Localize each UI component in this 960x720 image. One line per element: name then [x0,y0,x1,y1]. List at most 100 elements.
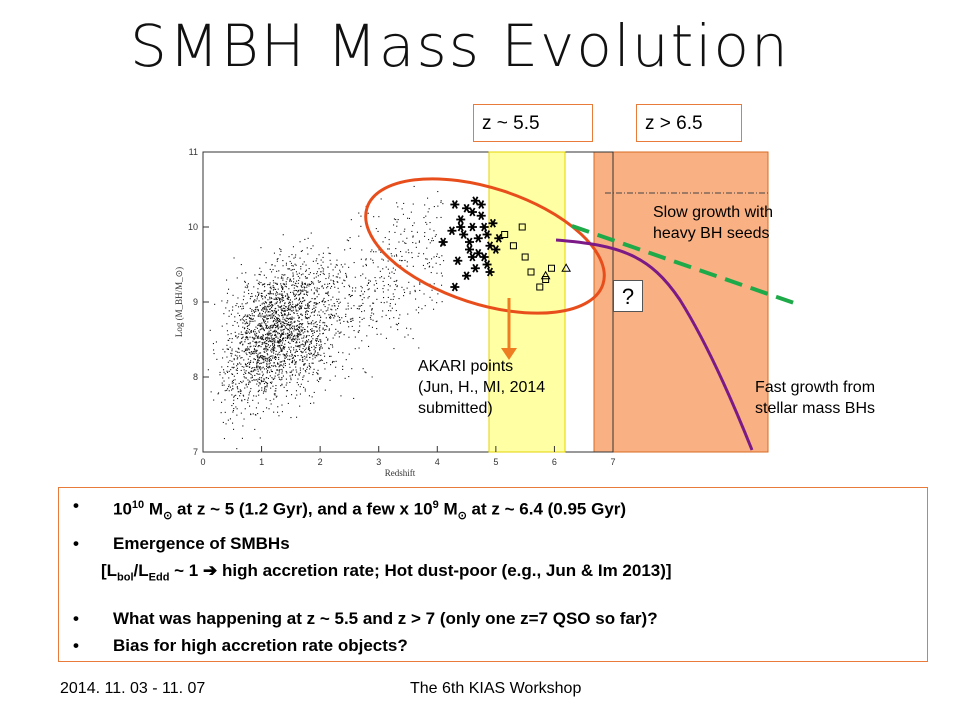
scatter-dot [332,269,334,271]
scatter-dot [302,297,304,299]
scatter-dot [275,295,277,297]
scatter-dot [271,351,273,353]
scatter-dot [248,382,250,384]
scatter-dot [277,321,279,323]
scatter-dot [287,268,289,270]
x-tick-label: 3 [376,457,381,467]
scatter-dot [332,280,334,282]
scatter-dot [296,345,298,347]
scatter-dot [236,322,238,324]
scatter-dot [271,365,273,367]
scatter-dot [404,336,406,338]
scatter-dot [258,323,260,325]
scatter-dot [254,320,256,322]
scatter-dot [288,355,290,357]
scatter-dot [294,335,296,337]
scatter-dot [300,292,302,294]
scatter-dot [245,377,247,379]
scatter-dot [271,298,273,300]
scatter-dot [246,326,248,328]
scatter-dot [261,328,263,330]
scatter-dot [302,301,304,303]
scatter-dot [295,289,297,291]
scatter-dot [250,318,252,320]
scatter-dot [278,332,280,334]
scatter-dot [226,370,228,372]
scatter-dot [368,282,370,284]
scatter-dot [281,294,283,296]
scatter-dot [270,403,272,405]
scatter-dot [277,411,279,413]
scatter-dot [304,343,306,345]
scatter-dot [286,298,288,300]
scatter-dot [406,327,408,329]
scatter-dot [253,370,255,372]
scatter-dot [281,377,283,379]
scatter-dot [285,355,287,357]
scatter-dot [298,330,300,332]
scatter-dot [404,291,406,293]
scatter-dot [336,298,338,300]
scatter-dot [287,402,289,404]
scatter-dot [291,322,293,324]
scatter-dot [273,398,275,400]
scatter-dot [254,337,256,339]
scatter-dot [239,389,241,391]
scatter-dot [257,337,259,339]
scatter-dot [328,295,330,297]
scatter-dot [327,300,329,302]
scatter-dot [322,311,324,313]
scatter-dot [433,206,435,208]
scatter-dot [281,309,283,311]
scatter-dot [333,305,335,307]
scatter-dot [300,250,302,252]
scatter-dot [290,318,292,320]
scatter-dot [280,334,282,336]
scatter-dot [325,292,327,294]
scatter-dot [261,325,263,327]
bullet-2-sub: [Lbol/LEdd ~ 1 ➔ high accretion rate; Ho… [71,557,917,591]
scatter-dot [318,344,320,346]
scatter-dot [231,353,233,355]
scatter-dot [256,355,258,357]
scatter-dot [303,289,305,291]
scatter-dot [277,325,279,327]
scatter-dot [307,310,309,312]
scatter-dot [265,398,267,400]
scatter-dot [282,283,284,285]
scatter-dot [292,338,294,340]
scatter-dot [305,270,307,272]
scatter-dot [294,374,296,376]
scatter-dot [308,365,310,367]
scatter-dot [271,271,273,273]
scatter-dot [440,200,442,202]
scatter-dot [261,343,263,345]
scatter-dot [222,421,224,423]
scatter-dot [299,345,301,347]
scatter-dot [286,293,288,295]
scatter-dot [388,243,390,245]
scatter-dot [367,289,369,291]
scatter-dot [269,298,271,300]
scatter-dot [249,342,251,344]
scatter-dot [396,221,398,223]
scatter-dot [285,333,287,335]
scatter-dot [303,345,305,347]
scatter-dot [259,325,261,327]
scatter-dot [442,244,444,246]
scatter-dot [350,295,352,297]
scatter-dot [310,300,312,302]
asterisk-point [473,233,483,243]
scatter-dot [318,293,320,295]
scatter-dot [258,324,260,326]
scatter-dot [287,329,289,331]
scatter-dot [436,253,438,255]
scatter-dot [284,303,286,305]
scatter-dot [299,331,301,333]
scatter-dot [243,373,245,375]
scatter-dot [367,282,369,284]
scatter-dot [245,383,247,385]
scatter-dot [304,307,306,309]
scatter-dot [240,305,242,307]
scatter-dot [247,397,249,399]
